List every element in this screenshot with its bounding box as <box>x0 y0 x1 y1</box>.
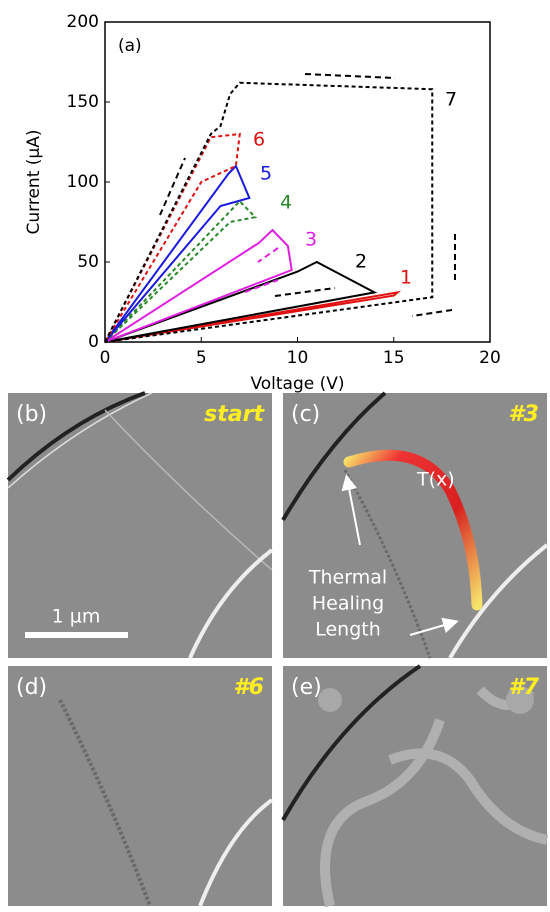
panel-tag: start <box>204 402 265 427</box>
annotation: Thermal <box>308 567 387 589</box>
series-line <box>104 199 258 343</box>
series-label: 5 <box>260 163 272 185</box>
x-tick-label: 10 <box>287 348 309 368</box>
scale-bar-label: 1 µm <box>52 606 101 628</box>
direction-arrow <box>304 73 396 79</box>
direction-arrow <box>244 279 279 293</box>
panel-label: (e) <box>291 675 322 700</box>
series-line <box>104 132 241 343</box>
panel-tag: #7 <box>508 675 539 700</box>
panel-label: (b) <box>16 402 47 427</box>
x-tick-label: 0 <box>100 348 111 368</box>
series-label: 2 <box>355 251 367 273</box>
annotation: Healing <box>312 593 384 615</box>
series-label: 3 <box>305 229 317 251</box>
panel-label: (d) <box>16 675 47 700</box>
panel-label: (c) <box>291 402 320 427</box>
series-label: 6 <box>253 129 265 151</box>
x-axis-label: Voltage (V) <box>250 374 344 394</box>
x-tick-label: 5 <box>196 348 207 368</box>
x-tick-label: 15 <box>383 348 405 368</box>
panel-label: (a) <box>118 36 142 56</box>
direction-arrow <box>411 309 453 317</box>
image-panel <box>281 391 549 660</box>
series-label: 1 <box>400 267 412 289</box>
series-line <box>104 164 251 343</box>
direction-arrow <box>274 287 336 297</box>
image-panel <box>281 664 549 908</box>
series-line <box>104 260 378 343</box>
curve-label: T(x) <box>416 469 455 491</box>
y-axis-label: Current (μA) <box>24 130 44 235</box>
series-line <box>104 228 293 343</box>
panel-tag: #6 <box>233 675 264 700</box>
y-tick-label: 100 <box>67 172 99 192</box>
series-label: 4 <box>280 192 292 214</box>
panel-tag: #3 <box>508 402 539 427</box>
image-panel <box>6 391 274 659</box>
series-line <box>104 290 402 343</box>
y-tick-label: 50 <box>77 252 99 272</box>
direction-arrow <box>257 247 279 263</box>
series-line <box>104 81 434 343</box>
annotation: Length <box>315 619 381 641</box>
x-tick-label: 20 <box>479 348 501 368</box>
y-tick-label: 0 <box>88 332 99 352</box>
y-tick-label: 200 <box>67 12 99 32</box>
image-panel <box>8 666 274 907</box>
series-label: 7 <box>445 89 457 111</box>
direction-arrow <box>159 157 186 216</box>
y-tick-label: 150 <box>67 92 99 112</box>
